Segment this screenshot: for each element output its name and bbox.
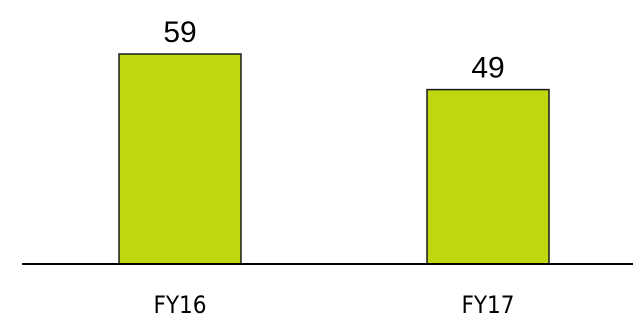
value-label-fy17: 49 [471, 52, 504, 85]
x-tick-label-fy16: FY16 [153, 291, 206, 319]
x-tick-label-fy17: FY17 [461, 291, 514, 319]
bar-fy17 [426, 88, 550, 265]
value-labels-group: 59 49 [163, 16, 504, 85]
value-label-fy16: 59 [163, 16, 196, 49]
x-tick-labels-group: FY16 FY17 [153, 291, 514, 319]
bars-group [118, 53, 550, 265]
bar-fy16 [118, 53, 242, 265]
